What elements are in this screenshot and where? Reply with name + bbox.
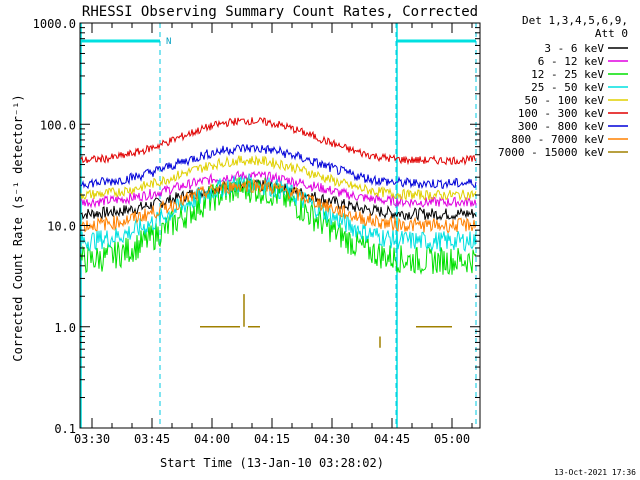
legend-header-attenuator: Att 0 xyxy=(595,27,628,40)
y-tick-label: 10.0 xyxy=(47,220,76,234)
legend-header-detectors: Det 1,3,4,5,6,9, xyxy=(522,14,628,27)
x-tick-label: 03:30 xyxy=(74,432,110,446)
y-tick-label: 1.0 xyxy=(54,321,76,335)
night-bar-label: N xyxy=(166,37,171,47)
y-axis: 0.1 1.0 10.0 100.0 1000.0 xyxy=(33,17,480,436)
series-line-6 xyxy=(80,143,477,190)
series-lines xyxy=(80,117,477,348)
x-tick-label: 05:00 xyxy=(434,432,470,446)
legend-entry-label: 7000 - 15000 keV xyxy=(498,146,604,159)
legend-entry-label: 50 - 100 keV xyxy=(525,94,605,107)
y-tick-label: 1000.0 xyxy=(33,17,76,31)
chart-title: RHESSI Observing Summary Count Rates, Co… xyxy=(82,4,478,20)
legend-entry-label: 800 - 7000 keV xyxy=(511,133,604,146)
series-line-7 xyxy=(80,178,477,234)
x-tick-label: 04:00 xyxy=(194,432,230,446)
legend-entry-label: 3 - 6 keV xyxy=(544,42,604,55)
series-line-8 xyxy=(200,294,452,348)
y-tick-label: 100.0 xyxy=(40,118,76,132)
legend-entry-label: 6 - 12 keV xyxy=(538,55,605,68)
footer-date: 13-Oct-2021 17:36 xyxy=(554,468,636,477)
x-tick-label: 04:15 xyxy=(254,432,290,446)
x-tick-label: 04:30 xyxy=(314,432,350,446)
x-axis-label: Start Time (13-Jan-10 03:28:02) xyxy=(160,456,384,470)
x-tick-label: 03:45 xyxy=(134,432,170,446)
x-axis: 03:30 03:45 04:00 04:15 04:30 04:45 05:00 xyxy=(74,23,473,446)
legend-entry-label: 300 - 800 keV xyxy=(518,120,604,133)
series-line-5 xyxy=(80,117,477,166)
series-line-1 xyxy=(80,170,477,209)
x-tick-label: 04:45 xyxy=(374,432,410,446)
y-tick-label: 0.1 xyxy=(54,422,76,436)
series-line-3 xyxy=(80,173,477,253)
legend-entry-label: 12 - 25 keV xyxy=(531,68,604,81)
y-axis-label: Corrected Count Rate (s⁻¹ detector⁻¹) xyxy=(11,94,25,361)
legend-entry-label: 100 - 300 keV xyxy=(518,107,604,120)
legend-entry-label: 25 - 50 keV xyxy=(531,81,604,94)
series-line-4 xyxy=(80,154,477,202)
